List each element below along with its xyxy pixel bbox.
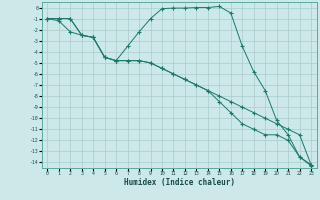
X-axis label: Humidex (Indice chaleur): Humidex (Indice chaleur) bbox=[124, 178, 235, 187]
